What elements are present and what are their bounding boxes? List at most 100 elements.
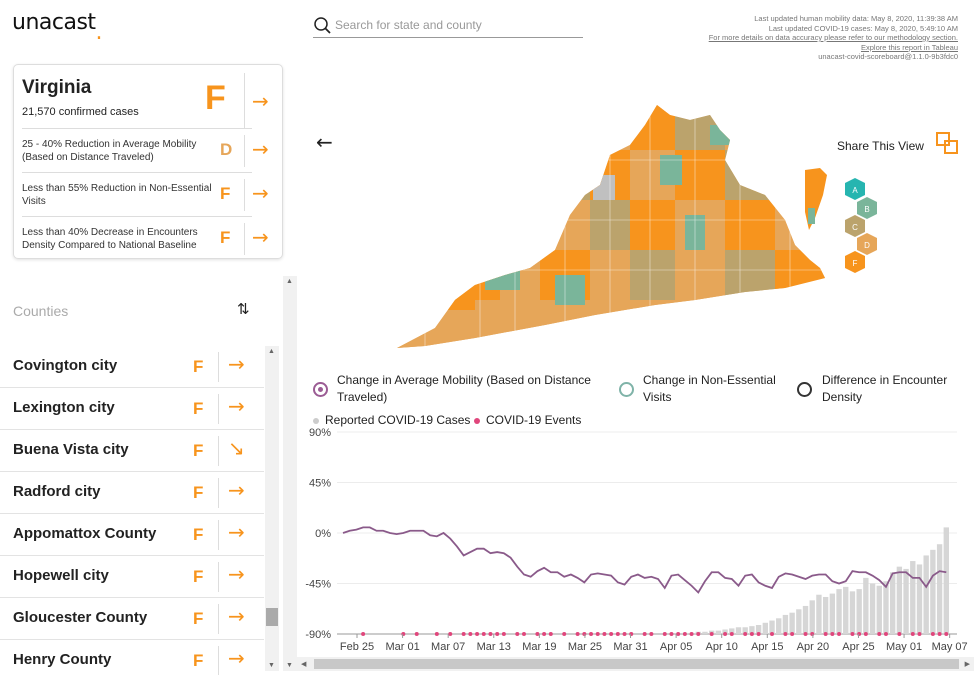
chart-scrollbar[interactable]: ◀ ▶ <box>297 657 974 671</box>
county-row[interactable]: Gloucester County F → <box>0 598 264 640</box>
event-dot <box>589 632 594 636</box>
event-dot <box>790 632 795 636</box>
grade-c-hex: C <box>845 215 865 237</box>
share-icon[interactable] <box>936 132 958 154</box>
case-bar <box>856 589 862 634</box>
trend-arrow-icon: → <box>228 394 245 418</box>
case-bar <box>735 627 742 634</box>
event-dot <box>521 632 526 636</box>
trend-arrow-icon: → <box>228 352 245 376</box>
county-row[interactable]: Buena Vista city F ↘ <box>0 430 264 472</box>
case-bar <box>722 629 728 634</box>
svg-text:A: A <box>852 186 858 195</box>
case-bar <box>729 628 735 634</box>
event-dot <box>548 632 553 636</box>
county-grade: F <box>193 441 204 460</box>
event-dot <box>622 632 627 636</box>
event-dot <box>595 632 600 636</box>
county-row[interactable]: Henry County F → <box>0 640 264 675</box>
county-row[interactable]: Radford city F → <box>0 472 264 514</box>
radio-nonessential-label[interactable]: Change in Non-Essential Visits <box>643 373 776 404</box>
county-row[interactable]: Lexington city F → <box>0 388 264 430</box>
trend-arrow-icon: → <box>228 520 245 544</box>
case-bar <box>889 572 896 634</box>
case-bar <box>762 622 768 634</box>
case-bar <box>802 605 809 634</box>
grade-f-hex: F <box>845 251 865 273</box>
event-dot <box>461 632 466 636</box>
event-dot <box>515 632 520 636</box>
eastern-shore-county[interactable] <box>808 208 815 224</box>
radio-mobility[interactable] <box>313 382 328 397</box>
radio-dot <box>318 387 323 392</box>
x-tick-label: May 07 <box>932 641 968 653</box>
event-dot <box>857 632 862 636</box>
scroll-down-icon[interactable]: ▼ <box>268 662 275 669</box>
trend-arrow-icon: → <box>228 604 245 628</box>
case-bar <box>715 630 722 634</box>
event-dot <box>756 632 761 636</box>
x-tick-label: Mar 19 <box>522 641 556 653</box>
case-bar <box>936 544 943 634</box>
scroll-up-icon[interactable]: ▲ <box>286 278 293 285</box>
county-grade: F <box>193 651 204 670</box>
case-bar <box>755 625 762 634</box>
search-box[interactable] <box>313 14 583 38</box>
radio-encounter-label[interactable]: Difference in Encounter Density <box>822 373 948 404</box>
event-dot <box>662 632 667 636</box>
mobility-updated: Last updated human mobility data: May 8,… <box>754 14 958 23</box>
event-dot <box>917 632 922 636</box>
logo-text: unacast <box>12 10 96 35</box>
event-dot <box>810 632 815 636</box>
event-dot <box>863 632 868 636</box>
divider <box>244 179 245 211</box>
county-row[interactable]: Appomattox County F → <box>0 514 264 556</box>
county-row[interactable]: Hopewell city F → <box>0 556 264 598</box>
scroll-down-icon[interactable]: ▼ <box>286 662 293 669</box>
x-tick-label: Apr 25 <box>842 641 874 653</box>
case-bar <box>749 626 755 634</box>
x-tick-label: Apr 15 <box>751 641 783 653</box>
radio-mobility-label[interactable]: Change in Average Mobility (Based on Dis… <box>337 373 591 404</box>
radio-encounter[interactable] <box>797 382 812 397</box>
event-dot <box>883 632 888 636</box>
scroll-right-icon[interactable]: ▶ <box>964 661 970 668</box>
search-icon[interactable] <box>313 16 331 34</box>
event-dot <box>783 632 788 636</box>
map-counties[interactable] <box>395 100 835 350</box>
case-bar <box>943 527 949 634</box>
scroll-left-icon[interactable]: ◀ <box>301 661 307 668</box>
share-label[interactable]: Share This View <box>837 139 924 153</box>
virginia-county-map[interactable] <box>395 100 835 350</box>
scroll-thumb[interactable] <box>266 608 278 626</box>
legend-events-label: COVID-19 Events <box>486 413 582 427</box>
county-row[interactable]: Covington city F → <box>0 346 264 388</box>
county-list-scrollbar[interactable]: ▲ ▼ <box>265 346 279 671</box>
event-dot <box>930 632 935 636</box>
event-dot <box>770 632 775 636</box>
event-dot <box>689 632 694 636</box>
tableau-link[interactable]: Explore this report in Tableau <box>860 42 958 52</box>
sidebar-scrollbar[interactable]: ▲ ▼ <box>283 276 297 671</box>
event-dot <box>414 632 419 636</box>
counties-header: Counties <box>13 303 69 319</box>
mobility-cases-chart[interactable]: 90% 45% 0% -45% -90% Feb 25 Mar 01 Mar 07 Mar 13… <box>297 428 974 656</box>
unacast-logo[interactable]: unacast. <box>12 10 108 45</box>
x-tick-label: Mar 31 <box>613 641 647 653</box>
methodology-link[interactable]: For more details on data accuracy please… <box>708 33 958 42</box>
scroll-up-icon[interactable]: ▲ <box>268 348 275 355</box>
case-bar <box>896 566 903 634</box>
county-grade: F <box>193 483 204 502</box>
back-arrow-icon[interactable]: ← <box>316 130 333 154</box>
sort-icon[interactable]: ⇅ <box>237 300 250 318</box>
y-tick-label: -45% <box>305 579 331 591</box>
case-bar <box>930 549 936 634</box>
trend-arrow-icon: → <box>228 478 245 502</box>
search-input[interactable] <box>335 16 580 34</box>
scroll-thumb[interactable] <box>314 659 959 669</box>
trend-arrow-icon: → <box>228 646 245 670</box>
radio-nonessential[interactable] <box>619 382 634 397</box>
x-tick-label: Mar 25 <box>568 641 602 653</box>
event-dot <box>629 632 634 636</box>
event-dot <box>448 632 453 636</box>
